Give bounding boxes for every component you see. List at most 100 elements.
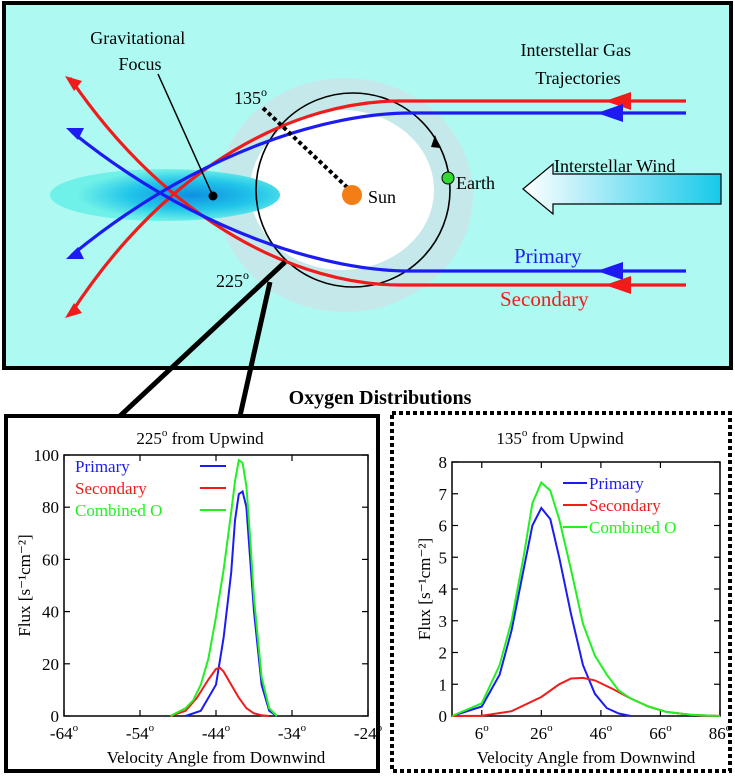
- x-tick-label: 66o: [649, 722, 672, 743]
- x-tick-label: 26o: [530, 722, 553, 743]
- chart-225-frame: [4, 414, 380, 773]
- x-tick-label: 6o: [475, 722, 490, 743]
- x-tick-degree: o: [377, 722, 383, 734]
- primary-arrow-end-up: [66, 128, 84, 140]
- earth-orbit: [255, 92, 451, 288]
- x-axis-label: Velocity Angle from Downwind: [107, 748, 326, 767]
- y-tick-label: 5: [439, 548, 448, 567]
- angle-135-line: [261, 106, 352, 192]
- series-line-secondary: [451, 676, 721, 717]
- secondary-arrow-end-down: [65, 303, 82, 318]
- earth-label: Earth: [456, 173, 495, 193]
- x-tick-label: -44o: [202, 722, 231, 743]
- x-tick-degree: o: [149, 722, 155, 734]
- chart-title: 225o from Upwind: [136, 427, 264, 448]
- x-tick-degree: o: [607, 722, 613, 734]
- x-tick-value: -54: [126, 724, 149, 743]
- primary-arrow-lower: [597, 262, 623, 280]
- x-tick-value: -34: [278, 724, 301, 743]
- secondary-label: Secondary: [500, 287, 589, 311]
- zoom-connector-right: [237, 281, 273, 417]
- legend-label: Primary: [75, 457, 130, 476]
- chart-title-text: from Upwind: [527, 429, 624, 448]
- solar-system-diagram: Sun Earth Gravitational Focus Interstell…: [2, 1, 733, 370]
- legend-label: Primary: [589, 474, 644, 493]
- legend-label: Combined O: [75, 501, 162, 520]
- y-tick-label: 0: [51, 707, 60, 726]
- orbit-direction-arrow: [431, 135, 440, 148]
- earth-icon: [441, 171, 455, 185]
- y-tick-label: 3: [439, 612, 448, 631]
- primary-trajectory-upper: [70, 111, 686, 257]
- section-title: Oxygen Distributions: [289, 387, 472, 409]
- y-tick-label: 100: [34, 446, 60, 465]
- primary-trajectory-lower: [70, 130, 686, 273]
- y-tick-label: 4: [439, 580, 448, 599]
- secondary-trajectory-upper: [68, 99, 686, 316]
- x-tick-label: 46o: [590, 722, 613, 743]
- y-tick-label: 6: [439, 517, 448, 536]
- legend-label: Secondary: [75, 479, 147, 498]
- y-tick-label: 2: [439, 644, 448, 663]
- gravitational-focus-label: Gravitational Focus: [90, 28, 189, 74]
- zoom-connector-left: [118, 260, 287, 418]
- series-line-secondary: [170, 666, 270, 717]
- secondary-arrow-upper: [605, 92, 631, 110]
- chart-title: 135o from Upwind: [496, 427, 624, 448]
- primary-arrow-end-down: [66, 247, 84, 259]
- y-tick-label: 8: [439, 453, 448, 472]
- legend-label: Combined O: [589, 518, 676, 537]
- x-tick-label: -24o: [354, 722, 383, 743]
- focus-pointer-line: [157, 73, 213, 195]
- interstellar-wind-arrow: [522, 162, 722, 216]
- x-tick-degree: o: [301, 722, 307, 734]
- y-tick-label: 0: [439, 707, 448, 726]
- chart-title-text: from Upwind: [167, 429, 264, 448]
- x-tick-value: -24: [354, 724, 377, 743]
- x-tick-value: 26: [530, 724, 547, 743]
- x-tick-degree: o: [225, 722, 231, 734]
- y-tick-label: 60: [42, 550, 59, 569]
- chart-title-degree: o: [522, 427, 528, 439]
- sun-icon: [342, 185, 362, 205]
- x-tick-value: 66: [649, 724, 666, 743]
- series-line-combined-o: [451, 480, 721, 717]
- focus-point-icon: [208, 191, 218, 201]
- interstellar-wind-label: Interstellar Wind: [554, 156, 675, 176]
- x-tick-value: 6: [475, 724, 484, 743]
- x-tick-label: -34o: [278, 722, 307, 743]
- x-tick-degree: o: [483, 722, 489, 734]
- series-line-primary: [451, 506, 631, 717]
- angle-225-label: 225o: [216, 268, 249, 291]
- x-tick-degree: o: [726, 722, 732, 734]
- y-tick-label: 20: [42, 655, 59, 674]
- trajectories-label: Interstellar Gas Trajectories: [521, 40, 636, 88]
- chart-title-angle: 225: [136, 429, 162, 448]
- y-tick-label: 80: [42, 498, 59, 517]
- x-tick-value: 46: [590, 724, 607, 743]
- y-tick-label: 1: [439, 675, 448, 694]
- x-tick-label: -54o: [126, 722, 155, 743]
- secondary-trajectory-lower: [68, 77, 686, 287]
- x-tick-label: 86o: [709, 722, 732, 743]
- x-tick-degree: o: [547, 722, 553, 734]
- y-axis-label: Flux [s⁻¹cm⁻²]: [415, 538, 434, 640]
- x-tick-degree: o: [666, 722, 672, 734]
- legend-label: Secondary: [589, 496, 661, 515]
- chart-title-angle: 135: [496, 429, 522, 448]
- secondary-arrow-end-up: [65, 76, 82, 91]
- chart-title-degree: o: [162, 427, 168, 439]
- sun-label: Sun: [368, 187, 396, 207]
- exclusion-cavity: [250, 110, 434, 270]
- x-tick-label: -64o: [50, 722, 79, 743]
- y-axis-label: Flux [s⁻¹cm⁻²]: [15, 534, 34, 636]
- secondary-arrow-lower: [605, 276, 631, 294]
- y-tick-label: 40: [42, 603, 59, 622]
- x-tick-degree: o: [73, 722, 79, 734]
- series-line-combined-o: [169, 458, 278, 717]
- x-tick-value: -64: [50, 724, 73, 743]
- x-tick-value: 86: [709, 724, 726, 743]
